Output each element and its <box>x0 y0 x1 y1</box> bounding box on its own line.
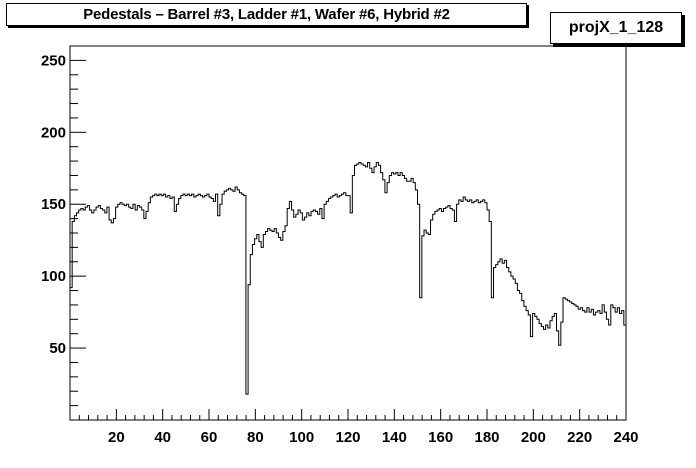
stats-label: projX_1_128 <box>568 19 664 36</box>
x-tick-label: 160 <box>428 429 453 446</box>
x-axis-labels: 20 40 60 80 100 120 140 160 180 200 220 240 <box>108 429 639 446</box>
x-tick-label: 140 <box>382 429 407 446</box>
y-tick-label: 200 <box>41 124 66 141</box>
series-step-line <box>70 162 626 395</box>
x-tick-label: 220 <box>567 429 592 446</box>
y-tick-label: 100 <box>41 268 66 285</box>
x-tick-label: 80 <box>247 429 264 446</box>
x-tick-label: 100 <box>289 429 314 446</box>
y-axis-labels: 50 100 150 200 250 <box>41 52 66 357</box>
x-tick-label: 200 <box>521 429 546 446</box>
x-tick-label: 120 <box>335 429 360 446</box>
x-tick-label: 180 <box>474 429 499 446</box>
chart-title: Pedestals – Barrel #3, Ladder #1, Wafer … <box>83 6 450 23</box>
x-tick-label: 40 <box>154 429 171 446</box>
y-axis-ticks <box>70 45 86 407</box>
x-tick-label: 60 <box>201 429 218 446</box>
x-tick-label: 20 <box>108 429 125 446</box>
y-tick-label: 50 <box>49 340 66 357</box>
y-tick-label: 250 <box>41 52 66 69</box>
x-tick-label: 240 <box>613 429 638 446</box>
title-box: Pedestals – Barrel #3, Ladder #1, Wafer … <box>6 3 527 26</box>
plot-frame <box>69 45 627 421</box>
x-axis-ticks <box>69 409 627 420</box>
stats-box: projX_1_128 <box>550 12 682 44</box>
y-tick-label: 150 <box>41 196 66 213</box>
